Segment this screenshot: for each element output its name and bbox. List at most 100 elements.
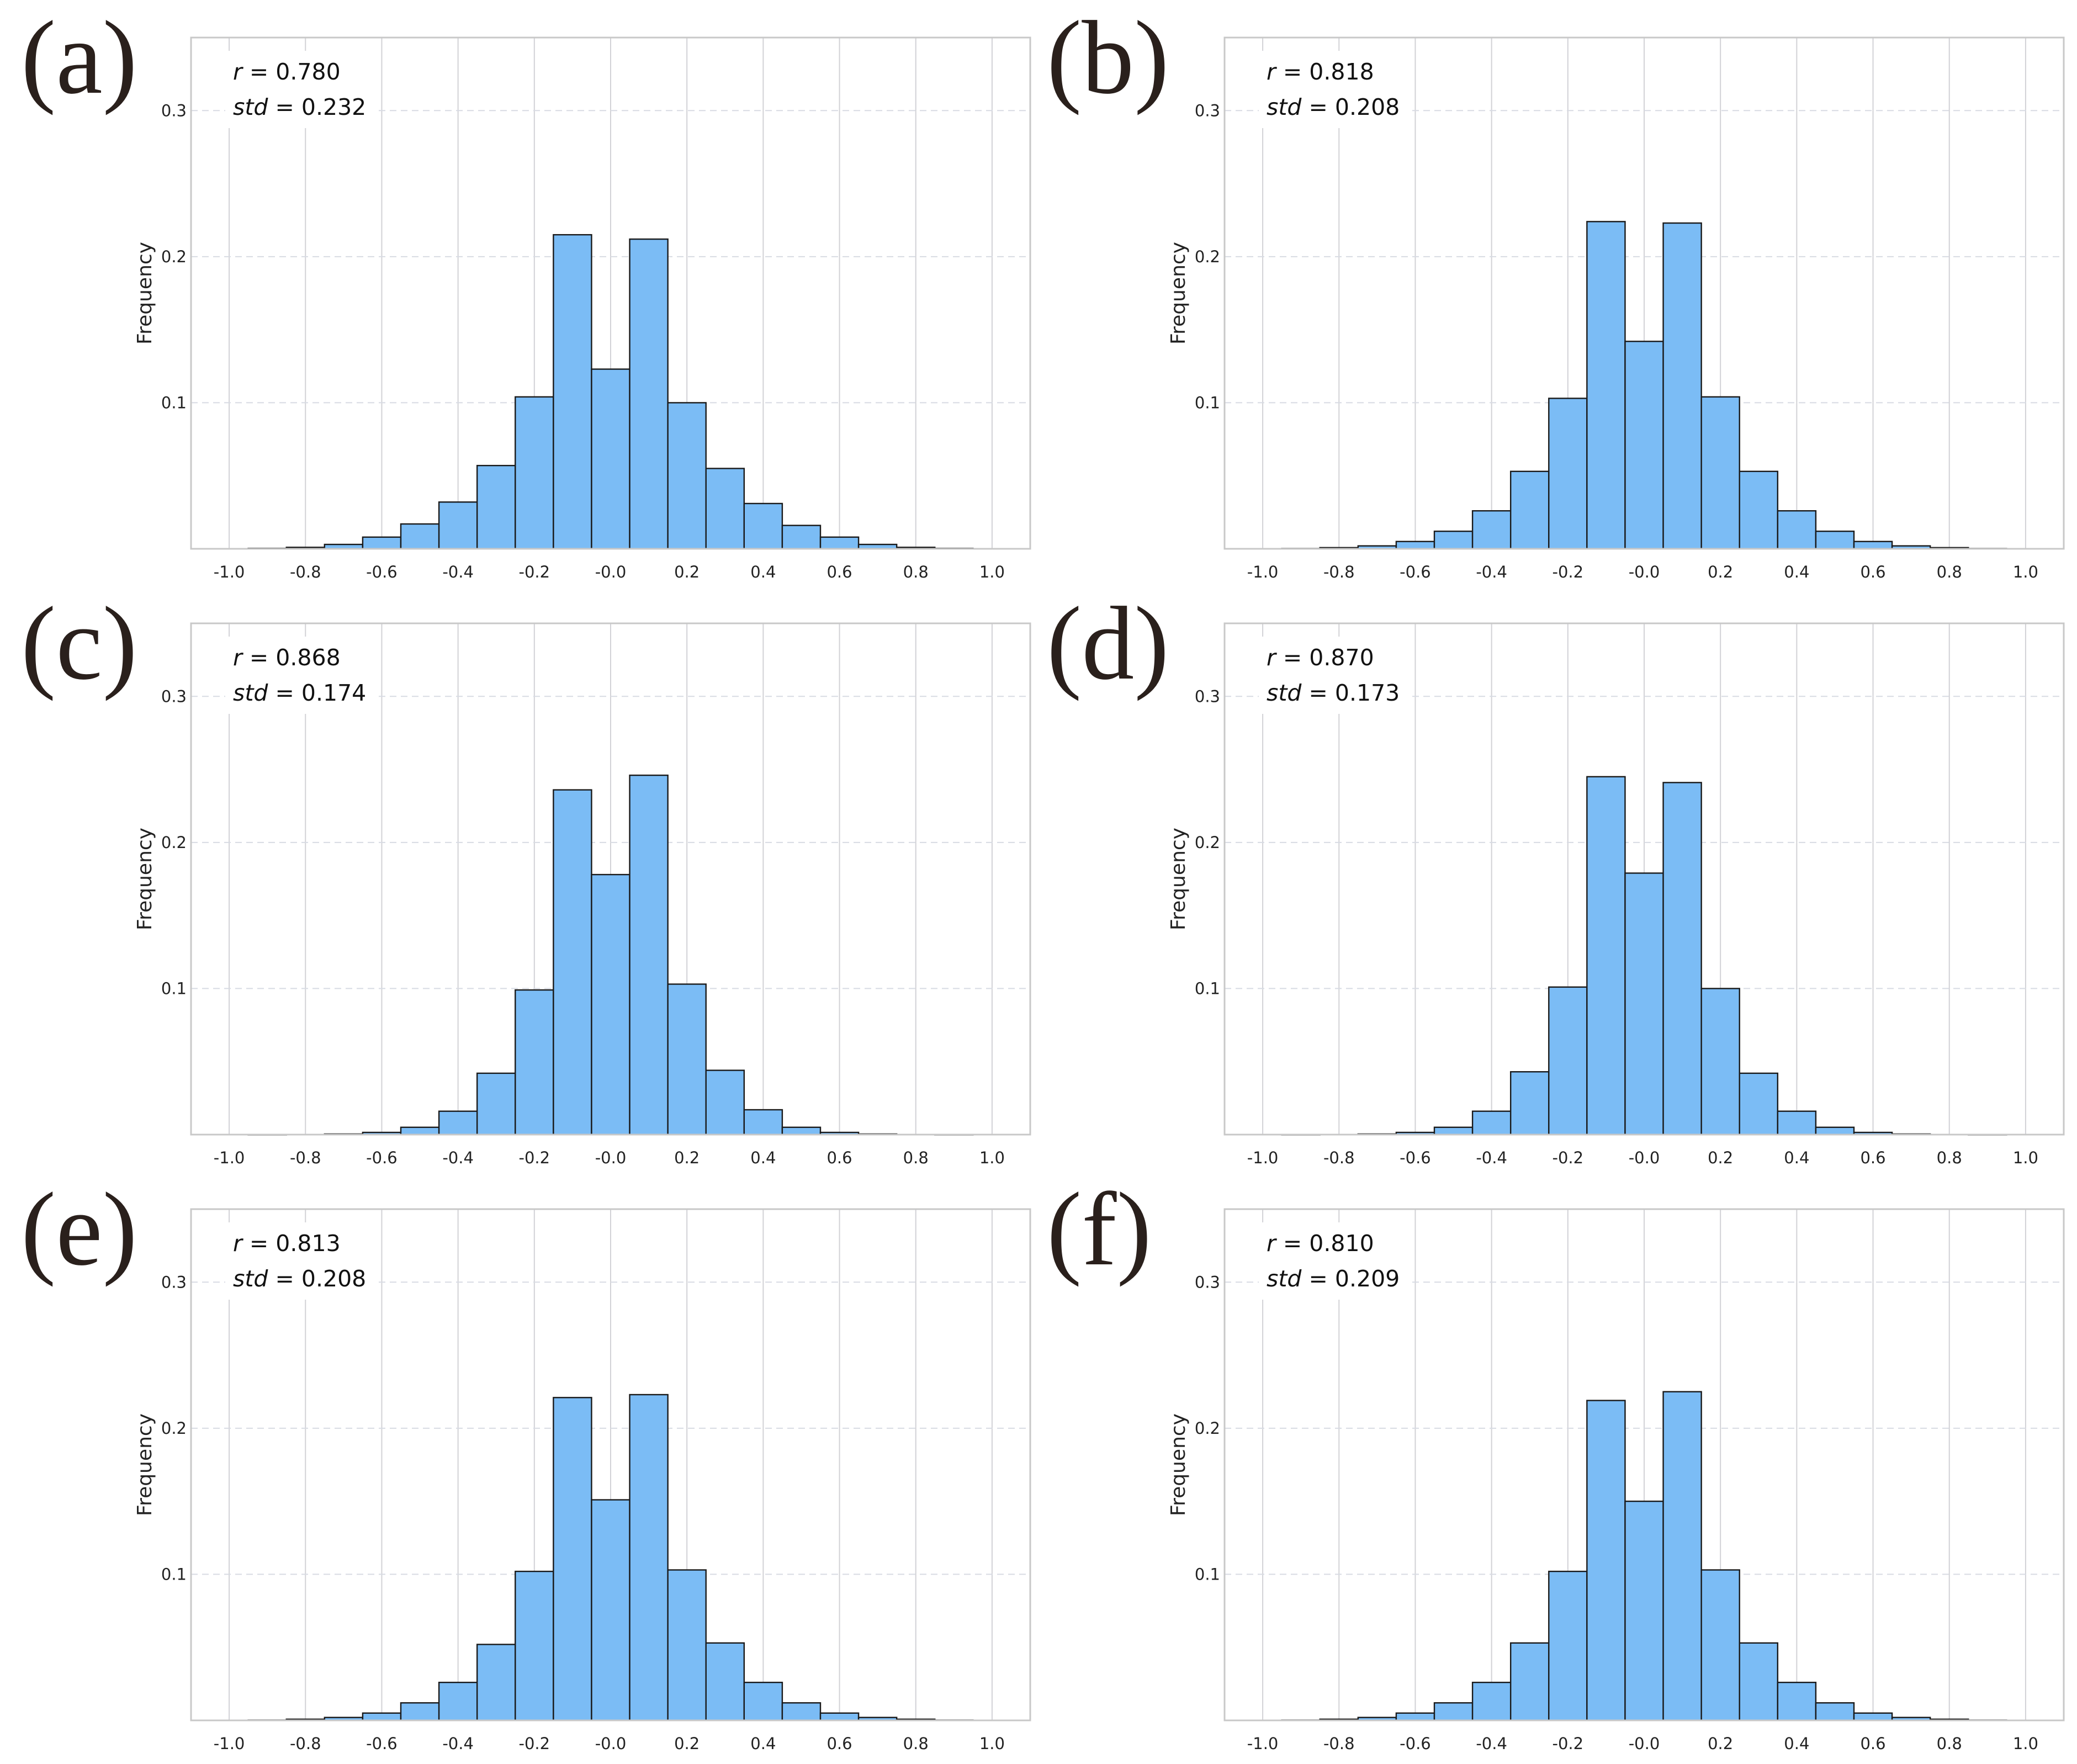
y-axis-label: Frequency bbox=[1167, 828, 1190, 930]
x-tick-label: 0.2 bbox=[1708, 1734, 1733, 1753]
x-tick-label: -0.2 bbox=[1553, 1734, 1584, 1753]
x-tick-label: -0.6 bbox=[1400, 1148, 1431, 1167]
plot-frame bbox=[190, 36, 1031, 550]
stats-annotation: r = 0.868 std = 0.174 bbox=[225, 637, 374, 714]
std-equals: = bbox=[1301, 680, 1334, 706]
std-symbol: std bbox=[1267, 680, 1302, 706]
stats-annotation: r = 0.810 std = 0.209 bbox=[1259, 1222, 1408, 1300]
histogram-bar bbox=[1433, 1702, 1474, 1721]
histogram-bar bbox=[362, 536, 402, 550]
plot-frame bbox=[1223, 1208, 2065, 1721]
x-tick-label: -0.0 bbox=[595, 563, 627, 581]
histogram-bar bbox=[1815, 531, 1855, 550]
y-tick-label: 0.3 bbox=[161, 101, 187, 120]
std-value: 0.208 bbox=[1335, 94, 1400, 120]
plot-frame bbox=[1223, 36, 2065, 550]
histogram-bar bbox=[705, 1069, 745, 1136]
x-tick-label: 0.8 bbox=[1937, 563, 1962, 581]
x-tick-label: -0.4 bbox=[442, 1734, 474, 1753]
x-tick-label: 0.6 bbox=[826, 1734, 852, 1753]
x-tick-label: -0.6 bbox=[366, 1148, 398, 1167]
std-value: 0.208 bbox=[301, 1265, 366, 1292]
histogram-bar bbox=[629, 774, 669, 1136]
x-tick-label: -0.6 bbox=[1400, 563, 1431, 581]
panel-label: (f) bbox=[1047, 1172, 1152, 1288]
panel-label: (e) bbox=[21, 1172, 137, 1288]
x-tick-label: -0.0 bbox=[1629, 1734, 1660, 1753]
x-tick-label: -0.0 bbox=[1629, 1148, 1660, 1167]
histogram-bar bbox=[1739, 1072, 1779, 1136]
y-tick-label: 0.3 bbox=[1195, 687, 1220, 706]
r-symbol: r bbox=[233, 644, 243, 671]
std-value: 0.232 bbox=[301, 94, 366, 120]
y-tick-label: 0.2 bbox=[1195, 1419, 1220, 1438]
x-tick-label: 0.8 bbox=[903, 563, 929, 581]
panel-f: r = 0.810 std = 0.209 -1.0 -0.8 -0.6 -0.4 -0.2… bbox=[1047, 1172, 2065, 1753]
x-tick-label: -0.2 bbox=[1553, 563, 1584, 581]
x-tick-label: 0.4 bbox=[750, 563, 776, 581]
x-tick-label: -0.6 bbox=[366, 1734, 398, 1753]
x-tick-label: -1.0 bbox=[1247, 1734, 1279, 1753]
x-tick-label: 0.6 bbox=[1860, 563, 1885, 581]
std-annotation: std = 0.208 bbox=[233, 1265, 366, 1292]
histogram-bar bbox=[362, 1712, 402, 1721]
histogram-bar bbox=[1815, 1702, 1855, 1721]
r-equals: = bbox=[1276, 644, 1309, 671]
annotation-backdrop bbox=[1259, 637, 1408, 714]
plot-frame bbox=[190, 622, 1031, 1136]
panel-e: r = 0.813 std = 0.208 -1.0 -0.8 -0.6 -0.4 -0.2… bbox=[21, 1172, 1031, 1753]
histogram-bar bbox=[515, 1570, 554, 1721]
r-equals: = bbox=[242, 1230, 275, 1257]
x-tick-label: -0.2 bbox=[519, 1734, 550, 1753]
histogram-bar bbox=[1509, 1071, 1550, 1136]
histogram-bar bbox=[553, 789, 592, 1136]
y-tick-label: 0.3 bbox=[161, 687, 187, 706]
r-annotation: r = 0.813 bbox=[233, 1230, 341, 1257]
r-value: 0.813 bbox=[275, 1230, 340, 1257]
x-tick-label: 1.0 bbox=[2013, 1148, 2038, 1167]
x-tick-label: 1.0 bbox=[2013, 563, 2038, 581]
histogram-bar bbox=[1662, 222, 1702, 550]
y-tick-label: 0.1 bbox=[1195, 979, 1220, 998]
histogram-bar bbox=[743, 1109, 783, 1136]
histogram-bar bbox=[1739, 1642, 1779, 1721]
panel-label: (c) bbox=[21, 586, 137, 702]
histogram-bar bbox=[1700, 396, 1740, 550]
x-tick-label: 0.2 bbox=[674, 1734, 700, 1753]
stats-annotation: r = 0.818 std = 0.208 bbox=[1259, 51, 1408, 128]
histogram-bar bbox=[1548, 1570, 1588, 1721]
histogram-bar bbox=[515, 396, 554, 550]
std-annotation: std = 0.232 bbox=[233, 94, 366, 120]
plot-frame bbox=[1223, 622, 2065, 1136]
histogram-bar bbox=[781, 1126, 822, 1136]
histogram-bar bbox=[438, 1682, 478, 1721]
x-tick-label: -0.6 bbox=[1400, 1734, 1431, 1753]
histogram-bar bbox=[1777, 1682, 1817, 1721]
std-symbol: std bbox=[233, 680, 268, 706]
histogram-bar bbox=[1853, 541, 1893, 550]
r-annotation: r = 0.818 bbox=[1267, 59, 1374, 85]
r-annotation: r = 0.868 bbox=[233, 644, 341, 671]
y-axis-label: Frequency bbox=[134, 242, 156, 345]
r-equals: = bbox=[1276, 1230, 1309, 1257]
r-symbol: r bbox=[1267, 644, 1277, 671]
histogram-bar bbox=[743, 1682, 783, 1721]
x-tick-label: -1.0 bbox=[1247, 1148, 1279, 1167]
x-tick-label: -0.8 bbox=[1323, 563, 1355, 581]
std-annotation: std = 0.208 bbox=[1267, 94, 1400, 120]
x-tick-label: -0.4 bbox=[1476, 1734, 1507, 1753]
x-tick-label: -0.8 bbox=[290, 1734, 321, 1753]
histogram-bar bbox=[400, 523, 440, 550]
histogram-bar bbox=[1433, 1126, 1474, 1136]
x-tick-label: 0.4 bbox=[1784, 1148, 1809, 1167]
histogram-bar bbox=[476, 1644, 516, 1721]
x-tick-label: -0.4 bbox=[442, 563, 474, 581]
std-equals: = bbox=[268, 1265, 301, 1292]
histogram-bar bbox=[705, 468, 745, 550]
histogram-bar bbox=[438, 501, 478, 550]
y-tick-label: 0.2 bbox=[161, 247, 187, 266]
x-tick-label: -1.0 bbox=[214, 1148, 245, 1167]
y-tick-label: 0.1 bbox=[161, 1565, 187, 1583]
panel-label: (d) bbox=[1047, 586, 1169, 702]
r-annotation: r = 0.780 bbox=[233, 59, 341, 85]
